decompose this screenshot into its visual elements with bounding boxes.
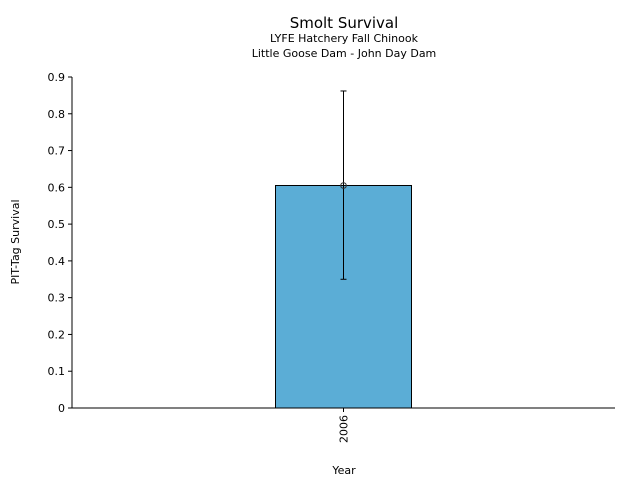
chart-subtitle-2: Little Goose Dam - John Day Dam: [252, 47, 437, 60]
chart-subtitle-1: LYFE Hatchery Fall Chinook: [270, 32, 419, 45]
point-marker: [340, 182, 347, 189]
y-tick-label: 0.2: [48, 328, 66, 341]
y-tick-label: 0.8: [48, 108, 66, 121]
x-axis-label: Year: [331, 464, 356, 477]
y-tick-label: 0: [58, 402, 65, 415]
y-tick-label: 0.4: [48, 255, 66, 268]
y-tick-label: 0.7: [48, 145, 66, 158]
y-tick-label: 0.1: [48, 365, 66, 378]
x-tick-label: 2006: [338, 415, 351, 443]
y-tick-label: 0.6: [48, 181, 66, 194]
chart-title: Smolt Survival: [290, 14, 399, 32]
y-tick-label: 0.9: [48, 71, 66, 84]
y-tick-label: 0.5: [48, 218, 66, 231]
y-tick-label: 0.3: [48, 292, 66, 305]
y-axis-label: PIT-Tag Survival: [9, 199, 22, 284]
